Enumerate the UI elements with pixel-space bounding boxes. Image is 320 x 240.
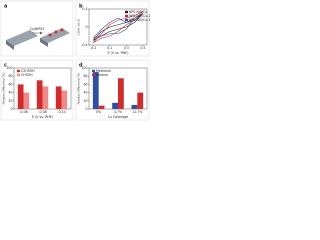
x-axis-label: E (V vs. RHE) [108, 51, 129, 55]
figure: a Cu/NiPS3 b -0.4 0 0.4 j (mA cm-2) E (V vs. … [0, 0, 150, 121]
bar [55, 86, 62, 109]
schematic-text: Cu/NiPS3 [30, 27, 45, 31]
y-tick-label: 80 [8, 74, 12, 78]
x-tick-label: 0% [96, 110, 101, 114]
x-tick-label: -0.10 [57, 110, 65, 114]
cu-atom [60, 28, 64, 32]
y-tick-label: 0 [85, 25, 87, 29]
bar [137, 92, 144, 109]
bar [98, 105, 105, 109]
legend-label: NPS-Ni0/Cu [129, 10, 147, 14]
legend-swatch [17, 73, 20, 77]
line [92, 10, 144, 44]
panel-frame [0, 59, 74, 121]
y-tick-label: 20 [83, 99, 87, 103]
panel-frame [75, 59, 150, 121]
panel-label: d [79, 63, 83, 69]
x-tick-label: 0.3 [124, 46, 129, 50]
bar [61, 90, 68, 109]
y-tick-label: 60 [83, 82, 87, 86]
x-tick-label: -0.06 [19, 110, 27, 114]
y-tick-label: 20 [8, 99, 12, 103]
x-axis-label: E (V vs. RHE) [32, 115, 53, 119]
legend-label: NPS-Ni0/Cu-3 [129, 18, 150, 22]
y-axis-label: Faradaic Efficiency (%) [77, 73, 81, 105]
y-tick-label: 100 [81, 66, 87, 70]
x-tick-label: 4.7% [114, 110, 122, 114]
line [92, 13, 144, 39]
panel-label: a [4, 4, 7, 10]
legend-label: C2H5OH [21, 69, 35, 73]
bar [17, 84, 24, 109]
y-tick-label: 80 [83, 74, 87, 78]
crystal-side [6, 40, 14, 50]
legend-swatch [92, 73, 95, 77]
y-axis-label: j (mA cm-2) [77, 19, 81, 36]
crystal [40, 28, 70, 43]
y-tick-label: 40 [8, 91, 12, 95]
panel-label: c [4, 63, 7, 69]
arrow-head [40, 31, 43, 35]
crystal [6, 30, 38, 46]
cu-atom [48, 33, 52, 37]
legend-swatch [125, 10, 128, 14]
legend-swatch [125, 18, 128, 22]
y-tick-label: 40 [83, 91, 87, 95]
legend-label: CH3OH [21, 73, 33, 77]
bar [131, 104, 138, 109]
y-tick-label: 0 [10, 107, 12, 111]
x-axis-label: Cu Coverage [108, 115, 129, 119]
x-tick-label: 0.1 [107, 46, 112, 50]
y-tick-label: 0.4 [82, 7, 87, 11]
bar [92, 72, 99, 109]
legend-label: NPS-Ni0/Cu-2 [129, 14, 150, 18]
bar [36, 80, 43, 109]
bar [42, 86, 49, 109]
x-tick-label: 11.7% [132, 110, 142, 114]
panel-a: a Cu/NiPS3 [0, 0, 74, 57]
legend-label: Methanol [96, 69, 111, 73]
legend-swatch [92, 69, 95, 73]
bar [112, 102, 118, 109]
legend-swatch [125, 14, 128, 18]
crystal-side [40, 38, 48, 47]
y-tick-label: 0 [85, 107, 87, 111]
y-tick-label: 60 [8, 82, 12, 86]
y-axis-label: Faradaic Efficiency (%) [2, 73, 6, 105]
y-tick-label: 100 [6, 66, 12, 70]
cu-atom [54, 30, 58, 34]
bar [118, 78, 124, 109]
bar [23, 92, 30, 109]
x-tick-label: -0.1 [90, 46, 96, 50]
x-tick-label: -0.08 [38, 110, 46, 114]
legend-label: Ethanol [96, 73, 108, 77]
x-tick-label: 0.5 [140, 46, 145, 50]
legend-swatch [17, 69, 20, 73]
panel-label: b [79, 4, 83, 10]
y-tick-label: -0.4 [81, 43, 87, 47]
panel-frame [75, 0, 150, 57]
